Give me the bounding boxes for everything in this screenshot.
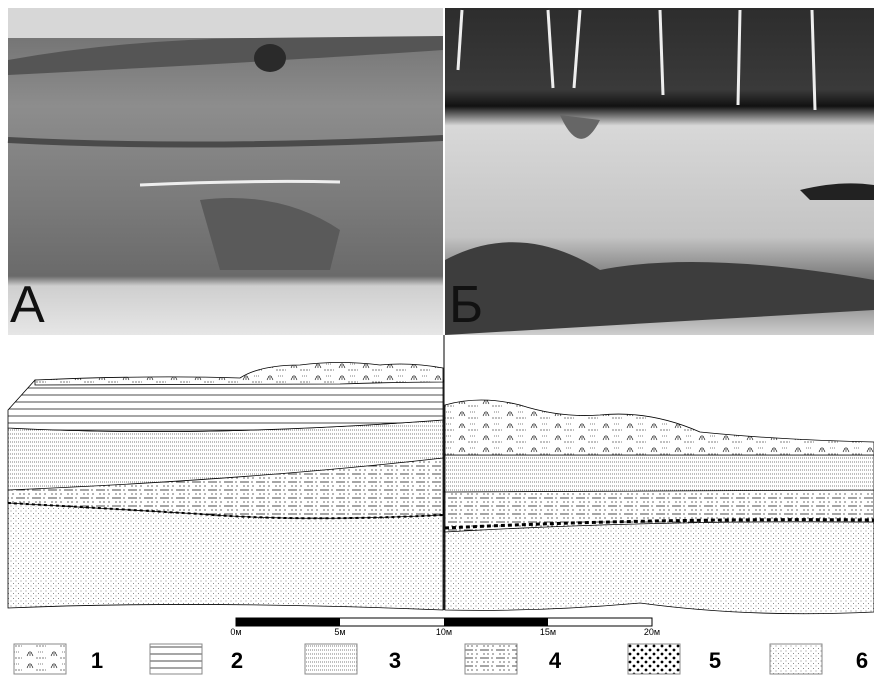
legend-swatch <box>628 644 680 674</box>
legend-label: 6 <box>856 648 868 673</box>
section-a <box>8 363 443 611</box>
legend: 1 2 3 4 5 6 <box>14 644 868 674</box>
legend-swatch <box>150 644 202 674</box>
legend-label: 1 <box>91 648 103 673</box>
legend-label: 5 <box>709 648 721 673</box>
photo-b <box>445 8 874 335</box>
legend-label: 2 <box>231 648 243 673</box>
scale-label: 0м <box>230 627 241 637</box>
photo-label: Б <box>449 276 483 334</box>
scale-label: 20м <box>644 627 660 637</box>
legend-label: 3 <box>389 648 401 673</box>
legend-swatch <box>770 644 822 674</box>
legend-swatch <box>305 644 357 674</box>
scale-label: 10м <box>436 627 452 637</box>
scale-label: 15м <box>540 627 556 637</box>
scale-label: 5м <box>334 627 345 637</box>
photo-a <box>8 8 443 335</box>
section-b <box>445 400 874 614</box>
photo-label: А <box>10 276 45 334</box>
scale-bar <box>236 618 652 626</box>
legend-swatch <box>14 644 66 674</box>
legend-swatch <box>465 644 517 674</box>
legend-label: 4 <box>549 648 562 673</box>
figure: 1 2 3 4 5 6 А Б 0м 5м 10м 15м 20м <box>0 0 874 678</box>
